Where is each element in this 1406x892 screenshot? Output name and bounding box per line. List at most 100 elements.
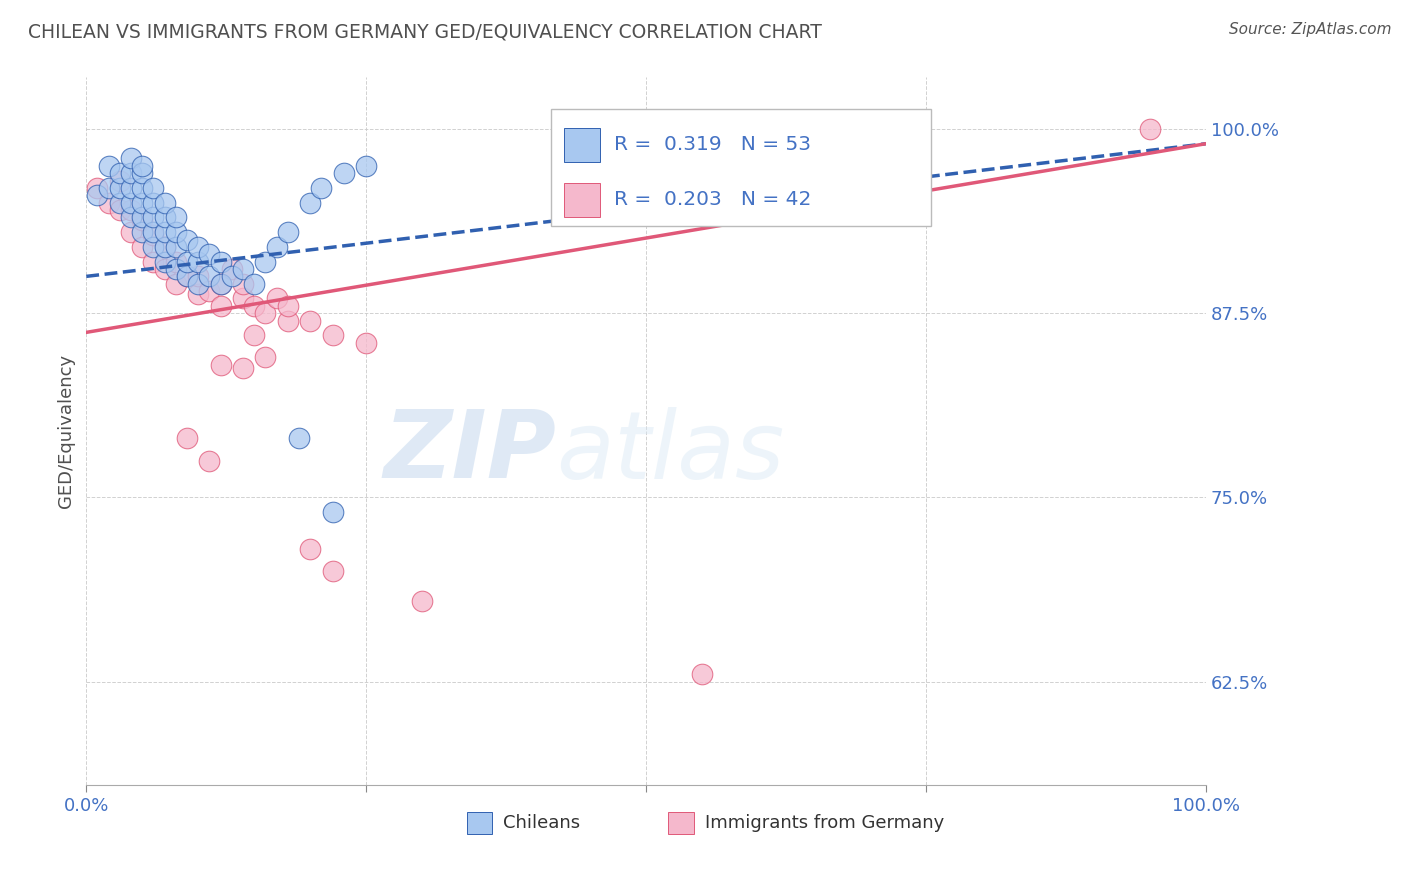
Point xyxy=(299,541,322,556)
Point xyxy=(232,292,254,306)
Point xyxy=(322,328,344,343)
Point xyxy=(97,159,120,173)
Point xyxy=(108,166,131,180)
Point xyxy=(142,195,165,210)
Point xyxy=(243,328,266,343)
Point xyxy=(354,159,377,173)
Point xyxy=(411,593,433,607)
Point xyxy=(131,195,153,210)
Point xyxy=(153,240,176,254)
Point xyxy=(176,254,198,268)
Point xyxy=(221,262,243,277)
Point xyxy=(108,181,131,195)
Point xyxy=(187,277,209,291)
Point xyxy=(86,181,108,195)
Point xyxy=(232,262,254,277)
Bar xyxy=(564,128,600,161)
Point xyxy=(690,667,713,681)
Point xyxy=(322,505,344,519)
Point xyxy=(120,181,142,195)
Point xyxy=(354,335,377,350)
Point xyxy=(131,211,153,225)
Point xyxy=(209,277,232,291)
Point xyxy=(153,225,176,239)
Point xyxy=(142,228,165,243)
Point xyxy=(108,195,131,210)
Point xyxy=(232,277,254,291)
Point xyxy=(165,254,187,268)
Point xyxy=(299,195,322,210)
Point xyxy=(131,159,153,173)
Point xyxy=(176,233,198,247)
Point xyxy=(97,195,120,210)
Text: R =  0.203   N = 42: R = 0.203 N = 42 xyxy=(613,190,811,209)
Point xyxy=(277,313,299,327)
Point xyxy=(131,166,153,180)
Point xyxy=(176,269,198,284)
Point xyxy=(165,225,187,239)
Point xyxy=(108,202,131,217)
Point xyxy=(165,262,187,277)
Text: CHILEAN VS IMMIGRANTS FROM GERMANY GED/EQUIVALENCY CORRELATION CHART: CHILEAN VS IMMIGRANTS FROM GERMANY GED/E… xyxy=(28,22,823,41)
Point xyxy=(108,173,131,187)
Text: ZIP: ZIP xyxy=(384,407,557,499)
Point xyxy=(187,240,209,254)
Point xyxy=(153,195,176,210)
Text: Chileans: Chileans xyxy=(503,814,581,831)
Bar xyxy=(564,183,600,217)
Point xyxy=(165,211,187,225)
Point xyxy=(198,453,221,467)
Point xyxy=(243,277,266,291)
Point xyxy=(198,269,221,284)
Point xyxy=(131,240,153,254)
Point xyxy=(209,358,232,372)
Y-axis label: GED/Equivalency: GED/Equivalency xyxy=(58,354,75,508)
Point xyxy=(1139,122,1161,136)
Point xyxy=(120,225,142,239)
Point xyxy=(209,277,232,291)
Point xyxy=(232,360,254,375)
Point xyxy=(86,188,108,202)
Point xyxy=(131,213,153,227)
Point xyxy=(153,262,176,277)
Point xyxy=(288,432,311,446)
Point xyxy=(209,254,232,268)
Point xyxy=(131,181,153,195)
Point xyxy=(131,225,153,239)
Point xyxy=(277,225,299,239)
Point xyxy=(254,351,277,365)
Text: atlas: atlas xyxy=(557,407,785,498)
Point xyxy=(299,313,322,327)
Point xyxy=(153,211,176,225)
Point xyxy=(120,211,142,225)
Point xyxy=(266,292,288,306)
Point xyxy=(311,181,333,195)
Bar xyxy=(551,109,931,226)
Point xyxy=(142,211,165,225)
Point xyxy=(198,284,221,298)
Point xyxy=(187,269,209,284)
Point xyxy=(322,564,344,578)
Point xyxy=(120,166,142,180)
Point xyxy=(332,166,354,180)
Point xyxy=(153,240,176,254)
Point xyxy=(142,225,165,239)
Point xyxy=(120,152,142,166)
Point xyxy=(165,240,187,254)
Point xyxy=(120,195,142,210)
Point xyxy=(176,269,198,284)
Point xyxy=(254,254,277,268)
Point xyxy=(97,181,120,195)
Point xyxy=(277,299,299,313)
Point xyxy=(153,254,176,268)
Point xyxy=(142,240,165,254)
Point xyxy=(165,277,187,291)
Point xyxy=(198,247,221,261)
Text: R =  0.319   N = 53: R = 0.319 N = 53 xyxy=(613,136,810,154)
Point xyxy=(221,269,243,284)
Point xyxy=(142,181,165,195)
Point xyxy=(243,299,266,313)
Point xyxy=(120,202,142,217)
Point xyxy=(176,432,198,446)
Text: Immigrants from Germany: Immigrants from Germany xyxy=(704,814,945,831)
